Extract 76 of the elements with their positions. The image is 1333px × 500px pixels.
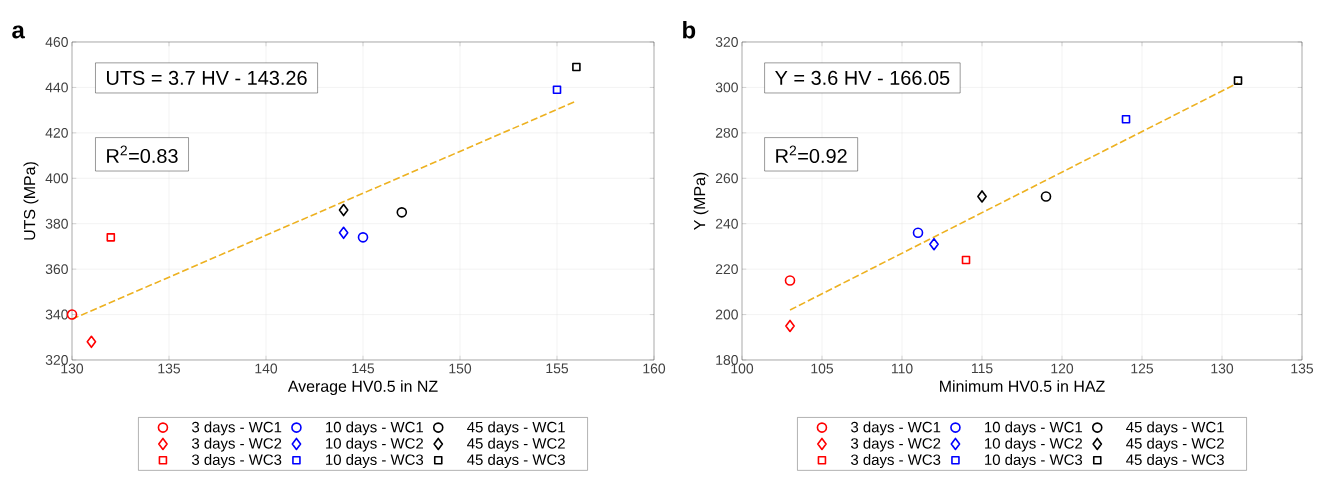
point (1121, 114, 1131, 124)
y-tick-label: 360 (45, 264, 68, 275)
x-tick-label: 125 (1131, 363, 1154, 374)
legend-label: 45 days - WC2 (1126, 437, 1224, 452)
point (552, 85, 562, 94)
x-tick-label: 140 (255, 363, 278, 374)
legend-label: 10 days - WC1 (985, 421, 1083, 436)
x-tick-label: 155 (546, 363, 569, 374)
legend-label: 3 days - WC2 (191, 437, 282, 452)
legend-label: 3 days - WC3 (851, 454, 941, 468)
point (338, 226, 349, 240)
point (338, 203, 349, 217)
y-tick-label: 200 (715, 309, 738, 320)
legend-label: 45 days - WC1 (467, 421, 565, 436)
point (396, 207, 408, 218)
y-tick-label: 440 (45, 82, 68, 93)
point (1233, 76, 1243, 85)
x-tick-label: 145 (352, 363, 375, 374)
y-tick-label: 400 (45, 173, 68, 184)
legend-label: 3 days - WC3 (191, 454, 282, 468)
legend-label: 10 days - WC2 (326, 437, 423, 452)
point (106, 233, 116, 242)
x-tick-label: 150 (449, 363, 472, 374)
point (785, 319, 795, 333)
x-tick-label: 110 (891, 363, 913, 374)
x-axis-title: Average HV0.5 in NZ (287, 380, 438, 396)
point (86, 335, 97, 349)
y-tick-label: 460 (45, 37, 68, 47)
x-tick-label: 135 (1291, 363, 1314, 374)
legend-label: 3 days - WC2 (851, 437, 941, 452)
legend-label: 3 days - WC1 (851, 421, 941, 436)
legend-label: 10 days - WC3 (985, 454, 1083, 468)
x-tick-label: 120 (1051, 363, 1074, 374)
legend-label: 45 days - WC1 (1126, 421, 1224, 436)
chart-title: b (683, 20, 696, 39)
legend-label: 10 days - WC2 (985, 437, 1082, 452)
y-axis-title: Y (MPa) (693, 172, 709, 230)
y-axis-title: UTS (MPa) (23, 162, 39, 240)
chart-title: a (12, 25, 25, 39)
legend-label: 3 days - WC1 (191, 421, 282, 436)
point (961, 255, 971, 265)
legend-label: 45 days - WC3 (467, 454, 565, 468)
y-tick-label: 280 (715, 127, 738, 138)
annotation: UTS = 3.7 HV - 143.26 (107, 70, 307, 85)
x-tick-label: 160 (643, 363, 666, 374)
x-axis-title: Minimum HV0.5 in HAZ (940, 380, 1105, 392)
y-tick-label: 380 (45, 218, 68, 229)
y-tick-label: 320 (715, 37, 738, 47)
point (929, 237, 939, 251)
x-tick-label: 115 (971, 363, 993, 374)
y-tick-label: 420 (45, 127, 68, 138)
annotation: Y = 3.6 HV - 166.05 (775, 70, 950, 85)
x-tick-label: 130 (61, 363, 84, 374)
point (977, 190, 987, 203)
x-tick-label: 100 (731, 363, 754, 374)
annotation: R$^{2}$=0.92 (776, 145, 847, 164)
y-tick-label: 240 (715, 218, 738, 229)
point (357, 232, 369, 243)
annotation: R$^{2}$=0.83 (107, 145, 178, 164)
y-tick-label: 340 (45, 309, 68, 320)
legend-label: 10 days - WC3 (326, 454, 424, 468)
point (784, 275, 796, 286)
y-tick-label: 300 (715, 82, 738, 93)
point (1040, 191, 1052, 202)
y-tick-label: 320 (45, 355, 68, 365)
legend-label: 10 days - WC1 (326, 421, 424, 436)
legend-label: 45 days - WC2 (467, 437, 565, 452)
y-tick-label: 260 (715, 173, 738, 184)
legend-label: 45 days - WC3 (1126, 454, 1224, 468)
y-tick-label: 220 (715, 264, 738, 275)
y-tick-label: 180 (716, 355, 738, 365)
point (912, 227, 924, 239)
x-tick-label: 130 (1211, 363, 1234, 374)
x-tick-label: 105 (811, 363, 834, 374)
x-tick-label: 135 (158, 363, 181, 374)
point (572, 62, 581, 72)
